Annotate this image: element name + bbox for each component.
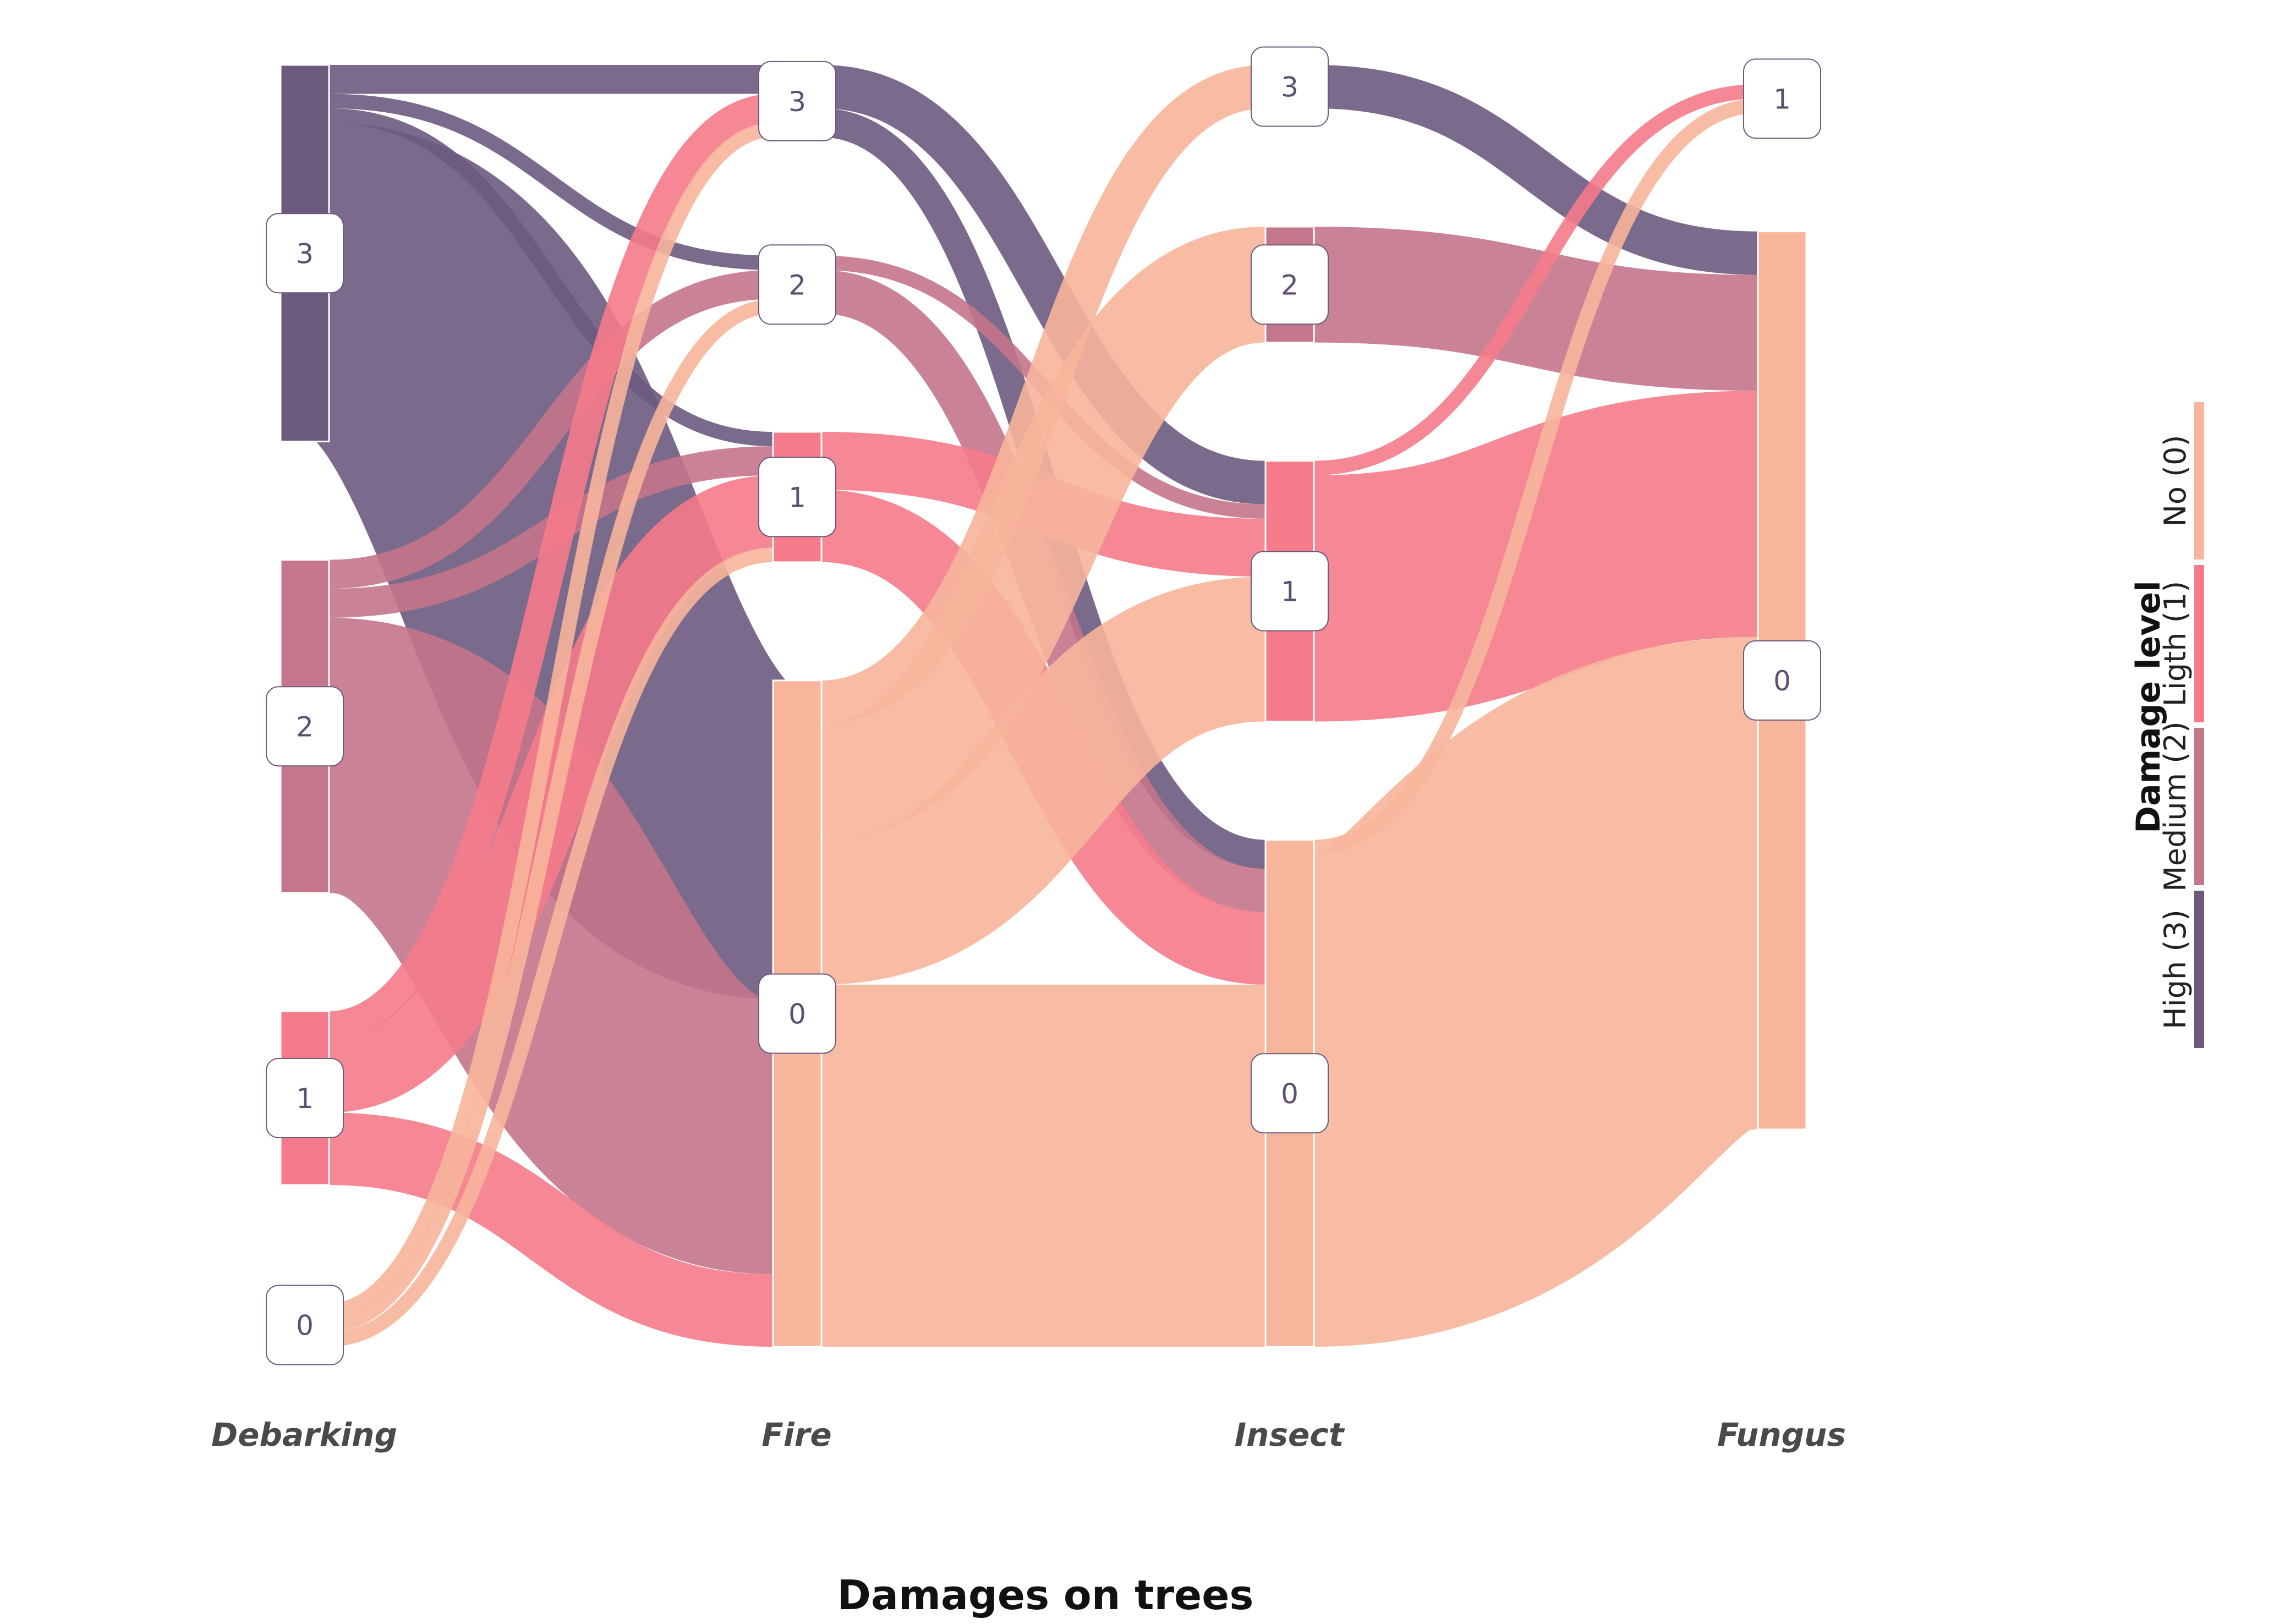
flow-link-debarking-3-to-fire-2 <box>328 94 774 270</box>
flow-link-debarking-0-to-fire-3 <box>328 123 774 1318</box>
node-label-insect-1: 1 <box>1251 551 1329 632</box>
stage-axis-labels: Debarking Fire Insect Fungus <box>211 1416 1846 1453</box>
stage-label-fire: Fire <box>761 1416 831 1453</box>
flow-link-fire-0-to-insect-2 <box>819 226 1268 840</box>
node-label-fire-0: 0 <box>758 973 836 1054</box>
node-label-text: 3 <box>788 86 806 118</box>
node-label-fire-2: 2 <box>758 244 836 325</box>
legend-swatch-1 <box>2194 565 2204 722</box>
node-label-debarking-0: 0 <box>266 1285 344 1365</box>
node-label-text: 2 <box>788 269 806 301</box>
node-label-fire-1: 1 <box>758 457 836 537</box>
node-label-box <box>1251 1053 1329 1134</box>
legend-title: Damage level <box>2129 580 2168 833</box>
stage-label-insect: Insect <box>1235 1416 1345 1453</box>
flow-link-insect-0-to-fungus-0 <box>1307 637 1765 1347</box>
node-label-box <box>1743 640 1821 721</box>
node-label-box <box>266 1058 344 1139</box>
legend-label-3: High (3) <box>2158 909 2193 1029</box>
legend-swatch-3 <box>2194 891 2204 1048</box>
node-label-box <box>758 973 836 1054</box>
node-label-box <box>1251 46 1329 127</box>
flow-link-debarking-2-to-fire-2 <box>328 270 774 589</box>
node-label-debarking-2: 2 <box>266 686 344 767</box>
legend-swatch-2 <box>2194 728 2204 885</box>
node-label-fire-3: 3 <box>758 61 836 141</box>
node-label-box <box>266 213 344 294</box>
node-label-box <box>1743 58 1821 139</box>
node-label-box <box>758 244 836 325</box>
flow-link-debarking-0-to-fire-1 <box>328 547 774 1347</box>
node-label-text: 3 <box>1281 71 1298 103</box>
node-labels-layer: 3 2 1 0 3 2 1 0 3 2 1 0 1 0 <box>266 46 1821 1365</box>
links-layer <box>305 64 1765 1347</box>
node-label-text: 1 <box>296 1083 314 1115</box>
flow-link-fire-0-to-insect-1 <box>819 577 1268 985</box>
node-label-text: 0 <box>296 1310 314 1342</box>
node-label-text: 3 <box>296 238 314 270</box>
node-label-insect-2: 2 <box>1251 244 1329 325</box>
flow-link-debarking-1-to-fire-0 <box>328 1112 774 1347</box>
node-label-box <box>1251 244 1329 325</box>
flow-link-debarking-1-to-fire-3 <box>328 94 774 1040</box>
flow-link-insect-2-to-fungus-0 <box>1313 226 1758 391</box>
node-label-debarking-1: 1 <box>266 1058 344 1139</box>
node-label-insect-3: 3 <box>1251 46 1329 127</box>
node-label-fungus-1: 1 <box>1743 58 1821 139</box>
node-label-box <box>1251 551 1329 632</box>
legend-label-0: No (0) <box>2158 435 2193 526</box>
node-label-text: 2 <box>296 711 314 743</box>
legend-label-2: Medium (2) <box>2158 721 2193 892</box>
node-label-text: 0 <box>788 998 806 1030</box>
node-label-text: 1 <box>1281 576 1298 608</box>
flow-link-insect-1-to-fungus-1 <box>1313 84 1758 475</box>
node-label-text: 0 <box>1281 1078 1298 1110</box>
node-label-box <box>266 686 344 767</box>
node-label-text: 2 <box>1281 269 1298 301</box>
node-label-text: 1 <box>788 481 806 513</box>
node-label-insect-0: 0 <box>1251 1053 1329 1134</box>
legend: Damage level High (3) Medium (2) Ligth (1)… <box>2129 402 2204 1048</box>
flow-link-fire-3-to-insect-1 <box>821 64 1266 504</box>
stage-label-debarking: Debarking <box>211 1416 397 1453</box>
node-label-fungus-0: 0 <box>1743 640 1821 721</box>
node-label-text: 0 <box>1773 665 1791 697</box>
flow-link-insect-3-to-fungus-0 <box>1313 64 1758 275</box>
node-label-debarking-3: 3 <box>266 213 344 294</box>
flow-link-debarking-0-to-fire-2 <box>328 299 774 1332</box>
node-label-text: 1 <box>1773 83 1791 115</box>
stage-label-fungus: Fungus <box>1717 1416 1846 1453</box>
flow-link-insect-1-to-fungus-0 <box>1313 391 1759 722</box>
chart-title: Damages on trees <box>837 1572 1254 1619</box>
node-label-box <box>266 1285 344 1365</box>
node-label-box <box>758 61 836 141</box>
flow-link-fire-0-to-insect-3 <box>820 64 1267 724</box>
legend-label-1: Ligth (1) <box>2158 581 2193 706</box>
legend-swatch-0 <box>2194 402 2204 559</box>
node-label-box <box>758 457 836 537</box>
